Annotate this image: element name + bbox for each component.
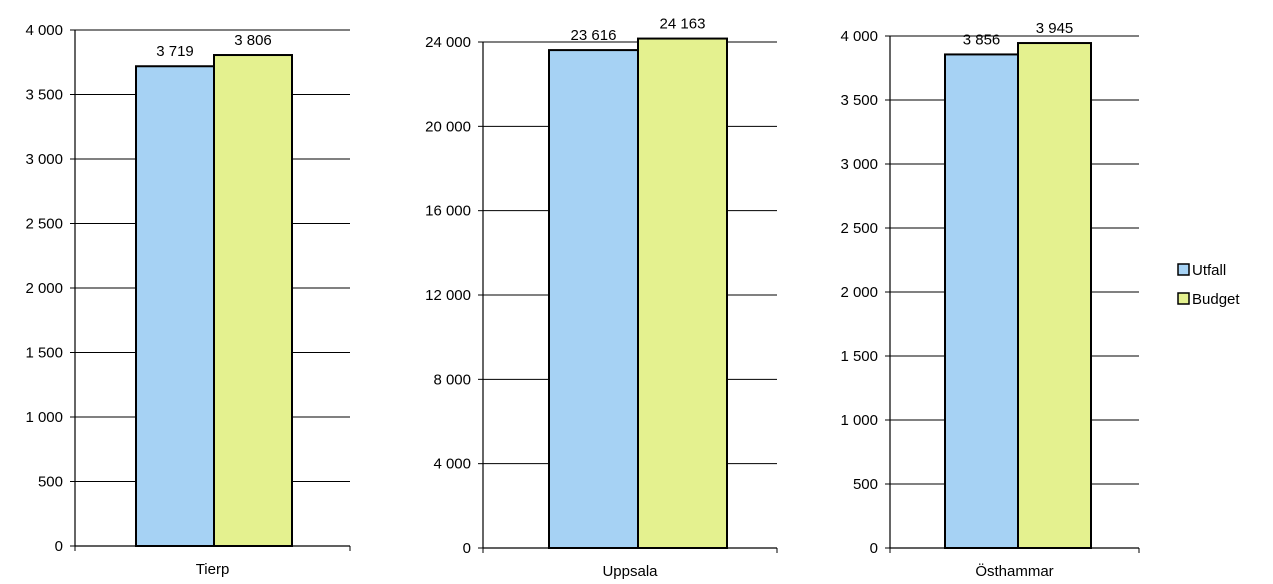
y-tick-label: 1 500 — [840, 348, 878, 365]
chart-panel-uppsala: 23 616 24 163 0 4 000 8 000 12 000 16 000 20 00… — [425, 16, 778, 580]
y-tick-label: 24 000 — [425, 34, 471, 51]
y-tick-label: 4 000 — [840, 28, 878, 45]
y-tick-label: 2 000 — [25, 280, 63, 297]
y-tick-label: 3 500 — [25, 87, 63, 104]
y-tick-label: 3 000 — [25, 151, 63, 168]
bar-utfall — [944, 53, 1019, 549]
legend-swatch — [1177, 263, 1190, 276]
y-tick-label: 8 000 — [433, 371, 471, 388]
y-tick-label: 0 — [463, 540, 471, 557]
data-label-budget: 24 163 — [660, 16, 706, 33]
bar-utfall — [135, 65, 215, 548]
legend-item-budget: Budget — [1177, 291, 1240, 308]
y-tick-label: 20 000 — [425, 118, 471, 135]
category-label: Tierp — [196, 561, 230, 578]
data-label-budget: 3 945 — [1036, 20, 1074, 37]
chart-panel-tierp: 3 719 3 806 0 500 1 000 1 500 2 000 2 500 3 000 3… — [25, 22, 351, 578]
y-tick-label: 3 000 — [840, 156, 878, 173]
legend-item-utfall: Utfall — [1177, 262, 1226, 279]
y-tick-label: 1 000 — [840, 412, 878, 429]
y-tick-label: 2 500 — [25, 216, 63, 233]
category-label: Uppsala — [602, 563, 658, 580]
y-tick-label: 2 000 — [840, 284, 878, 301]
data-label-utfall: 23 616 — [571, 27, 617, 44]
data-label-budget: 3 806 — [234, 32, 272, 49]
y-tick-label: 1 000 — [25, 409, 63, 426]
y-tick-label: 3 500 — [840, 92, 878, 109]
bar-budget — [213, 54, 293, 547]
legend-label: Utfall — [1192, 262, 1226, 279]
bar-budget — [637, 37, 728, 549]
y-tick-label: 1 500 — [25, 345, 63, 362]
y-tick-label: 500 — [853, 476, 878, 493]
data-label-utfall: 3 719 — [156, 43, 194, 60]
y-tick-label: 16 000 — [425, 203, 471, 220]
bar-budget — [1017, 42, 1092, 549]
y-tick-label: 2 500 — [840, 220, 878, 237]
legend-label: Budget — [1192, 291, 1240, 308]
y-tick-label: 12 000 — [425, 287, 471, 304]
legend: Utfall Budget — [1177, 262, 1240, 308]
data-label-utfall: 3 856 — [963, 31, 1001, 48]
bar-utfall — [548, 49, 639, 549]
y-tick-label: 0 — [55, 538, 63, 555]
chart-panel-östhammar: 3 856 3 945 0 500 1 000 1 500 2 000 2 500 3 000 3… — [840, 20, 1140, 580]
y-tick-label: 500 — [38, 474, 63, 491]
category-label: Östhammar — [975, 562, 1053, 580]
y-tick-label: 4 000 — [25, 22, 63, 39]
legend-swatch — [1177, 292, 1190, 305]
y-tick-label: 4 000 — [433, 456, 471, 473]
y-tick-label: 0 — [870, 540, 878, 557]
